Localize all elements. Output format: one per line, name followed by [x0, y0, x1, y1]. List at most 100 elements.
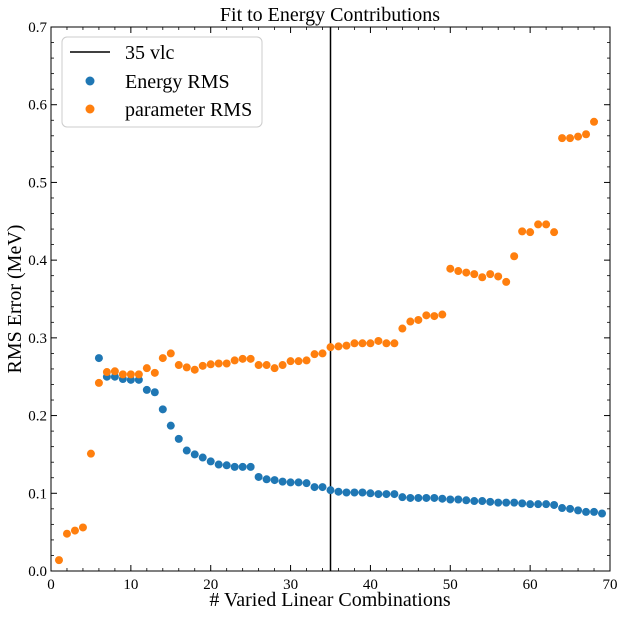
series-2-point: [558, 134, 567, 143]
series-2-point: [374, 336, 383, 345]
series-2-point: [590, 117, 599, 126]
series-1-point: [294, 478, 303, 487]
y-tick-label: 0.2: [28, 409, 47, 425]
y-tick-label: 0.6: [28, 98, 47, 114]
series-2-point: [494, 272, 503, 281]
series-2-point: [94, 378, 103, 387]
x-tick-label: 10: [123, 577, 138, 593]
series-1-point: [246, 462, 255, 471]
series-1-point: [174, 434, 183, 443]
x-tick-label: 50: [443, 577, 458, 593]
series-2-point: [310, 350, 319, 359]
series-2-point: [422, 311, 431, 320]
series-1-point: [494, 498, 503, 507]
series-2-point: [246, 354, 255, 363]
series-1-point: [462, 496, 471, 505]
axis-ticks: 0 10 20 30 40 50 60 70 0.0 0.1 0.2 0.3 0.4 0.5 0.6 0.7: [28, 20, 617, 593]
series-2-point: [262, 361, 271, 370]
series-2-point: [118, 370, 127, 379]
series-1-point: [366, 489, 375, 498]
series-2-point: [366, 339, 375, 348]
series-2-point: [398, 324, 407, 333]
series-2-point: [190, 365, 199, 374]
series-1-point: [382, 490, 391, 499]
series-1-point: [390, 490, 399, 499]
x-tick-label: 70: [603, 577, 618, 593]
series-2-point: [574, 132, 583, 141]
series-1-point: [510, 498, 519, 507]
series-2-point: [446, 264, 455, 273]
series-1-point: [446, 495, 455, 504]
legend-series-1-label: Energy RMS: [125, 71, 230, 93]
series-1-point: [150, 388, 159, 397]
series-2-point: [270, 364, 279, 373]
y-tick-label: 0.4: [28, 253, 47, 269]
legend-series-2-label: parameter RMS: [125, 99, 252, 121]
legend: 35 vlc Energy RMS parameter RMS: [61, 36, 263, 128]
series-2-point: [478, 273, 487, 282]
series-2-point: [286, 357, 295, 366]
series-2-point: [518, 227, 527, 236]
series-1-point: [334, 487, 343, 496]
series-2-point: [294, 357, 303, 366]
series-2-point: [134, 370, 143, 379]
legend-series-1-swatch: [85, 76, 95, 86]
series-1-point: [318, 483, 327, 492]
series-2-point: [278, 361, 287, 370]
series-2-point: [462, 268, 471, 277]
y-tick-label: 0.0: [28, 564, 47, 580]
x-tick-label: 20: [203, 577, 218, 593]
series-2-point: [326, 343, 335, 352]
series-1-point: [550, 500, 559, 509]
series-2-point: [406, 317, 415, 326]
series-2-point: [78, 523, 87, 532]
series-1-point: [558, 504, 567, 513]
series-1-point: [438, 494, 447, 503]
legend-series-2-swatch: [85, 104, 95, 114]
series-2-point: [70, 526, 79, 535]
y-axis-label: RMS Error (MeV): [4, 225, 26, 374]
series-2-point: [86, 449, 95, 458]
series-2-point: [302, 356, 311, 365]
series-1-point: [534, 500, 543, 509]
y-tick-label: 0.1: [28, 486, 47, 502]
series-1-point: [310, 483, 319, 492]
series-2-point: [470, 270, 479, 279]
series-1-point: [350, 488, 359, 497]
x-tick-label: 40: [363, 577, 378, 593]
series-1-point: [302, 479, 311, 488]
series-2-point: [358, 339, 367, 348]
y-tick-label: 0.5: [28, 175, 47, 191]
series-1-point: [214, 460, 223, 469]
series-1-point: [182, 446, 191, 455]
series-2-point: [150, 368, 159, 377]
series-1-point: [566, 504, 575, 513]
series-2-point: [318, 349, 327, 358]
series-2-point: [62, 529, 71, 538]
series-1-point: [590, 507, 599, 516]
series-2-point: [486, 270, 495, 279]
series-1-point: [286, 478, 295, 487]
series-2-point: [334, 342, 343, 351]
series-1-point: [574, 506, 583, 515]
series-2-point: [438, 310, 447, 319]
series-2-point: [550, 228, 559, 237]
series-1-point: [582, 507, 591, 516]
series-2-point: [174, 361, 183, 370]
series-1-point: [222, 461, 231, 470]
series-1-point: [94, 354, 103, 363]
legend-box: [61, 36, 263, 128]
series-2-point: [198, 361, 207, 370]
series-2-point: [102, 368, 111, 377]
series-2-point: [238, 354, 247, 363]
series-1-point: [262, 475, 271, 484]
series-1-point: [374, 490, 383, 499]
series-1-point: [166, 421, 175, 430]
series-2-point: [350, 339, 359, 348]
x-tick-label: 0: [47, 577, 55, 593]
series-1-point: [518, 499, 527, 508]
chart-title: Fit to Energy Contributions: [220, 4, 440, 26]
series-1-point: [542, 500, 551, 509]
series-1-point: [326, 486, 335, 495]
